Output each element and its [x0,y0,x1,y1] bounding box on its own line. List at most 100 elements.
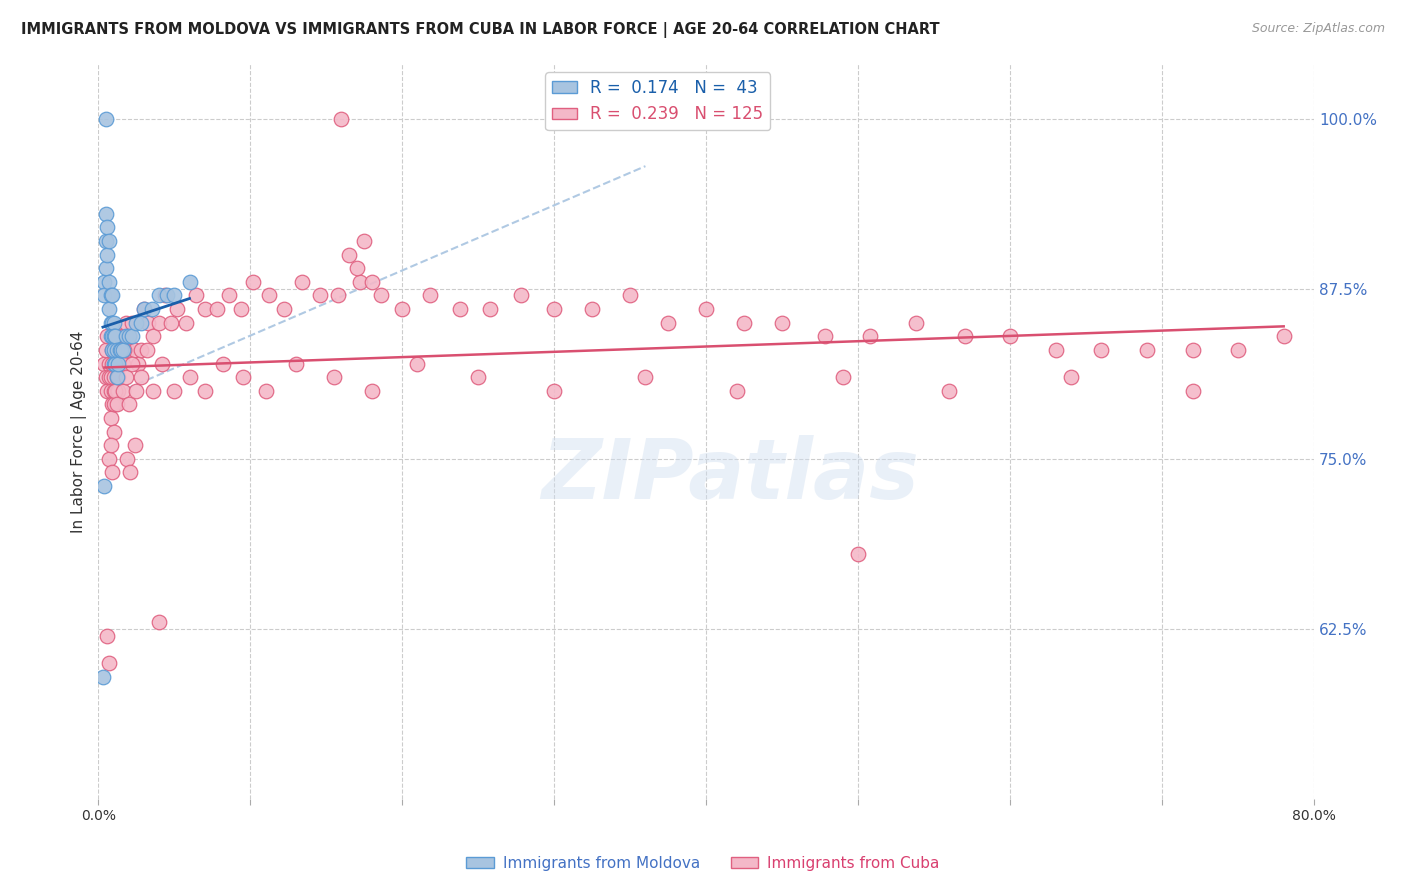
Point [100,329,122,343]
Point [103,425,125,439]
Point [160,316,183,330]
Point [449,301,471,316]
Point [98,301,121,316]
Point [118,329,141,343]
Point [105,343,128,357]
Point [156,288,179,302]
Point [100,370,122,384]
Point [695,301,717,316]
Point [100,288,122,302]
Point [98,370,121,384]
Point [832,370,855,384]
Point [104,384,127,398]
Point [148,615,170,629]
Point [129,370,152,384]
Point [322,370,344,384]
Point [291,275,314,289]
Point [108,343,131,357]
Point [100,411,122,425]
Point [114,316,136,330]
Point [98,357,121,371]
Point [194,301,217,316]
Point [349,275,371,289]
Point [132,301,155,316]
Point [205,301,228,316]
Point [361,384,384,398]
Point [142,384,165,398]
Point [101,316,124,330]
Point [94,343,117,357]
Point [124,343,146,357]
Point [100,438,122,452]
Point [110,343,132,357]
Point [543,301,565,316]
Point [103,343,125,357]
Point [103,316,125,330]
Point [105,370,128,384]
Point [118,329,141,343]
Point [115,343,138,357]
Point [100,316,122,330]
Point [110,329,132,343]
Point [904,316,927,330]
Point [103,397,125,411]
Point [114,329,136,343]
Point [91,669,114,683]
Point [94,234,117,248]
Point [94,207,117,221]
Point [98,275,121,289]
Point [254,384,277,398]
Legend: R =  0.174   N =  43, R =  0.239   N = 125: R = 0.174 N = 43, R = 0.239 N = 125 [546,72,770,130]
Point [179,370,201,384]
Point [114,370,136,384]
Point [148,288,170,302]
Point [124,438,146,452]
Point [328,288,350,302]
Point [108,357,131,371]
Point [155,288,177,302]
Point [370,288,392,302]
Point [129,316,152,330]
Point [509,288,531,302]
Point [218,288,240,302]
Point [96,629,118,643]
Point [391,301,413,316]
Point [353,234,375,248]
Point [231,301,253,316]
Point [725,384,748,398]
Point [103,357,125,371]
Point [284,357,307,371]
Point [129,343,152,357]
Point [141,301,163,316]
Point [242,275,264,289]
Point [105,370,128,384]
Point [132,301,155,316]
Point [184,288,207,302]
Point [121,357,143,371]
Point [93,288,115,302]
Point [814,329,837,343]
Point [93,275,115,289]
Text: IMMIGRANTS FROM MOLDOVA VS IMMIGRANTS FROM CUBA IN LABOR FORCE | AGE 20-64 CORRE: IMMIGRANTS FROM MOLDOVA VS IMMIGRANTS FR… [21,22,939,38]
Point [96,329,118,343]
Point [96,384,118,398]
Point [467,370,489,384]
Point [1060,370,1083,384]
Point [121,316,143,330]
Point [846,547,869,561]
Point [101,357,124,371]
Point [96,247,118,261]
Point [94,370,117,384]
Point [120,466,142,480]
Point [98,451,121,466]
Point [110,343,132,357]
Point [1181,343,1204,357]
Point [103,357,125,371]
Point [125,316,148,330]
Text: ZIPatlas: ZIPatlas [541,435,920,516]
Point [150,357,173,371]
Point [103,384,125,398]
Point [479,301,502,316]
Point [111,384,134,398]
Point [1272,329,1295,343]
